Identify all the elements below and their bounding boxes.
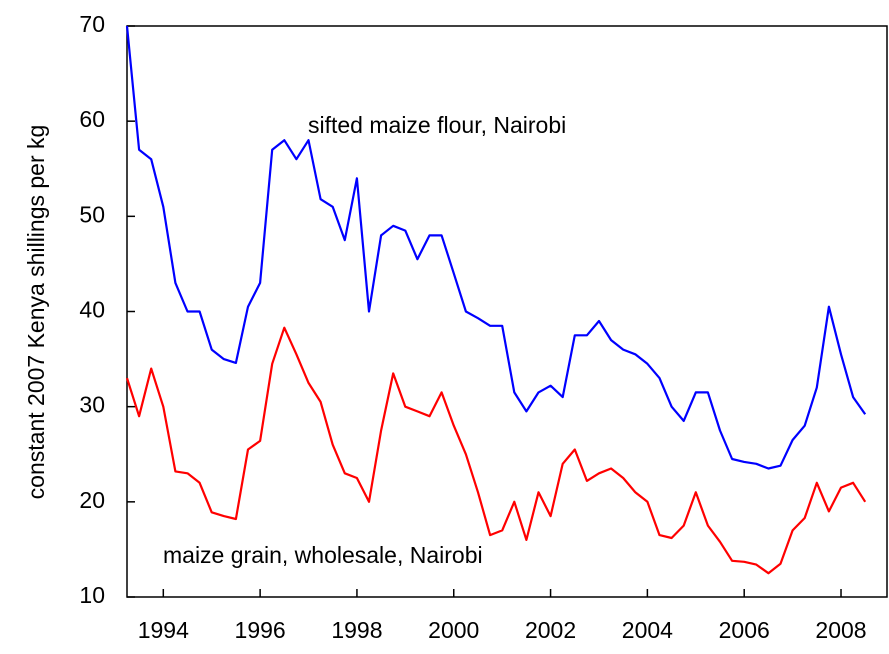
y-tick-label: 70 [79,11,105,37]
y-tick-label: 40 [79,297,105,323]
annotation: sifted maize flour, Nairobi [308,112,566,138]
x-tick-label: 1998 [331,617,382,643]
y-tick-label: 60 [79,106,105,132]
annotation: maize grain, wholesale, Nairobi [163,542,483,568]
y-tick-label: 10 [79,582,105,608]
y-axis-label: constant 2007 Kenya shillings per kg [23,125,49,500]
x-tick-label: 2004 [622,617,673,643]
y-tick-label: 50 [79,201,105,227]
x-tick-label: 2000 [428,617,479,643]
x-tick-label: 1996 [235,617,286,643]
x-tick-label: 1994 [138,617,189,643]
series-line [125,326,867,575]
x-tick-label: 2008 [815,617,866,643]
series-line [125,25,867,470]
y-tick-label: 20 [79,487,105,513]
y-tick-label: 30 [79,392,105,418]
x-tick-label: 2002 [525,617,576,643]
x-tick-label: 2006 [719,617,770,643]
